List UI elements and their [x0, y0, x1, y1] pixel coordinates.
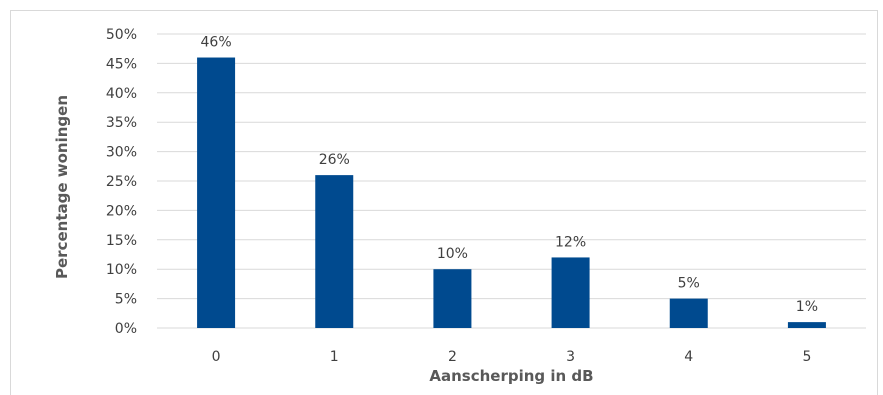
y-tick-label: 15%	[106, 233, 137, 249]
data-label: 10%	[437, 246, 468, 262]
data-label: 5%	[678, 276, 700, 292]
y-tick-label: 5%	[115, 292, 137, 308]
bar-4	[669, 298, 708, 328]
bar-1	[315, 175, 354, 328]
x-tick-label: 2	[448, 349, 457, 365]
y-tick-label: 50%	[106, 27, 137, 43]
data-label: 26%	[319, 152, 350, 168]
y-tick-label: 0%	[115, 321, 137, 337]
y-tick-labels: 0% 5% 10% 15% 20% 25% 30% 35% 40% 45% 50%	[106, 27, 137, 337]
bar-2	[433, 269, 472, 328]
x-axis-title: Aanscherping in dB	[429, 367, 593, 385]
y-tick-label: 40%	[106, 86, 137, 102]
data-label: 46%	[201, 35, 232, 51]
x-tick-label: 4	[684, 349, 693, 365]
y-tick-label: 10%	[106, 262, 137, 278]
x-tick-label: 5	[802, 349, 811, 365]
x-tick-labels: 0 1 2 3 4 5	[212, 349, 812, 365]
data-labels: 46% 26% 10% 12% 5% 1%	[201, 35, 819, 316]
chart-frame	[10, 10, 878, 395]
data-label: 1%	[796, 299, 818, 315]
y-axis-title: Percentage woningen	[53, 95, 71, 279]
y-tick-label: 35%	[106, 115, 137, 131]
bar-3	[551, 257, 590, 328]
y-tick-label: 30%	[106, 145, 137, 161]
x-tick-label: 1	[330, 349, 339, 365]
data-label: 12%	[555, 234, 586, 250]
bars	[197, 57, 826, 329]
bar-0	[197, 57, 236, 329]
x-tick-label: 3	[566, 349, 575, 365]
bar-5	[787, 322, 826, 328]
y-tick-label: 25%	[106, 174, 137, 190]
bar-chart: 0%5%10%15%20%25%30%35%40%45%50% 46%26%10…	[53, 27, 866, 385]
y-tick-label: 45%	[106, 56, 137, 72]
y-tick-label: 20%	[106, 203, 137, 219]
gridlines	[157, 33, 866, 329]
x-tick-label: 0	[212, 349, 221, 365]
